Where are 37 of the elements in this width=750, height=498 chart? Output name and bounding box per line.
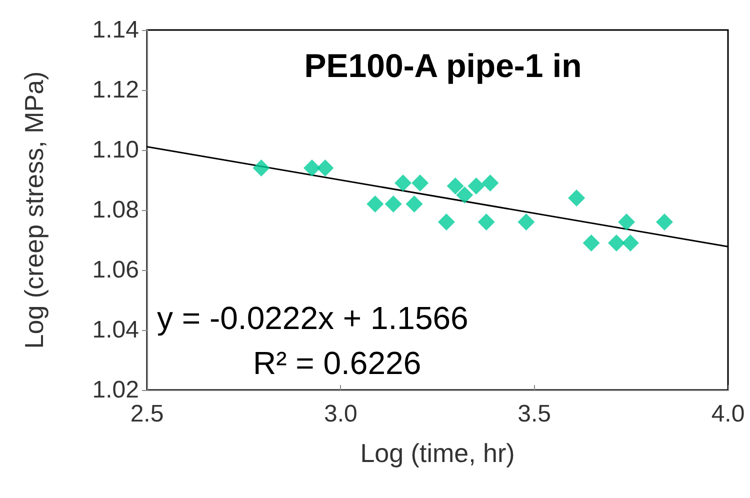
- y-axis-title: Log (creep stress, MPa): [19, 71, 49, 349]
- point: [608, 234, 625, 252]
- point: [316, 160, 334, 176]
- point: [366, 196, 384, 212]
- point: [568, 190, 586, 206]
- point: [518, 214, 535, 230]
- y-tick-label: 1.10: [92, 136, 139, 164]
- point: [622, 234, 639, 252]
- y-tick-label: 1.04: [92, 316, 139, 344]
- point: [412, 174, 429, 192]
- y-tick-label: 1.02: [92, 376, 139, 404]
- y-tick-label: 1.12: [92, 76, 139, 104]
- x-tick-label: 3.5: [518, 400, 552, 428]
- x-tick-label: 4.0: [711, 400, 745, 428]
- annotation: y = -0.0222x + 1.1566: [157, 300, 468, 336]
- x-tick-label: 3.0: [324, 400, 358, 428]
- y-tick-label: 1.08: [92, 196, 139, 224]
- point: [304, 160, 321, 176]
- point: [446, 178, 464, 194]
- x-axis-title: Log (time, hr): [360, 438, 515, 468]
- point: [406, 196, 423, 212]
- point: [384, 196, 402, 212]
- point: [468, 178, 485, 194]
- point: [252, 160, 270, 176]
- point: [438, 214, 455, 230]
- x-tick-label: 2.5: [130, 400, 164, 428]
- y-tick-label: 1.06: [92, 256, 139, 284]
- annotation: R² = 0.6226: [253, 345, 422, 381]
- point: [456, 186, 474, 204]
- point: [656, 214, 673, 230]
- text: PE100-A pipe-1 in: [304, 47, 582, 84]
- point: [482, 174, 499, 192]
- point: [582, 234, 600, 252]
- point: [618, 214, 636, 230]
- point: [394, 174, 412, 192]
- y-tick-label: 1.14: [92, 16, 139, 44]
- point: [478, 214, 495, 230]
